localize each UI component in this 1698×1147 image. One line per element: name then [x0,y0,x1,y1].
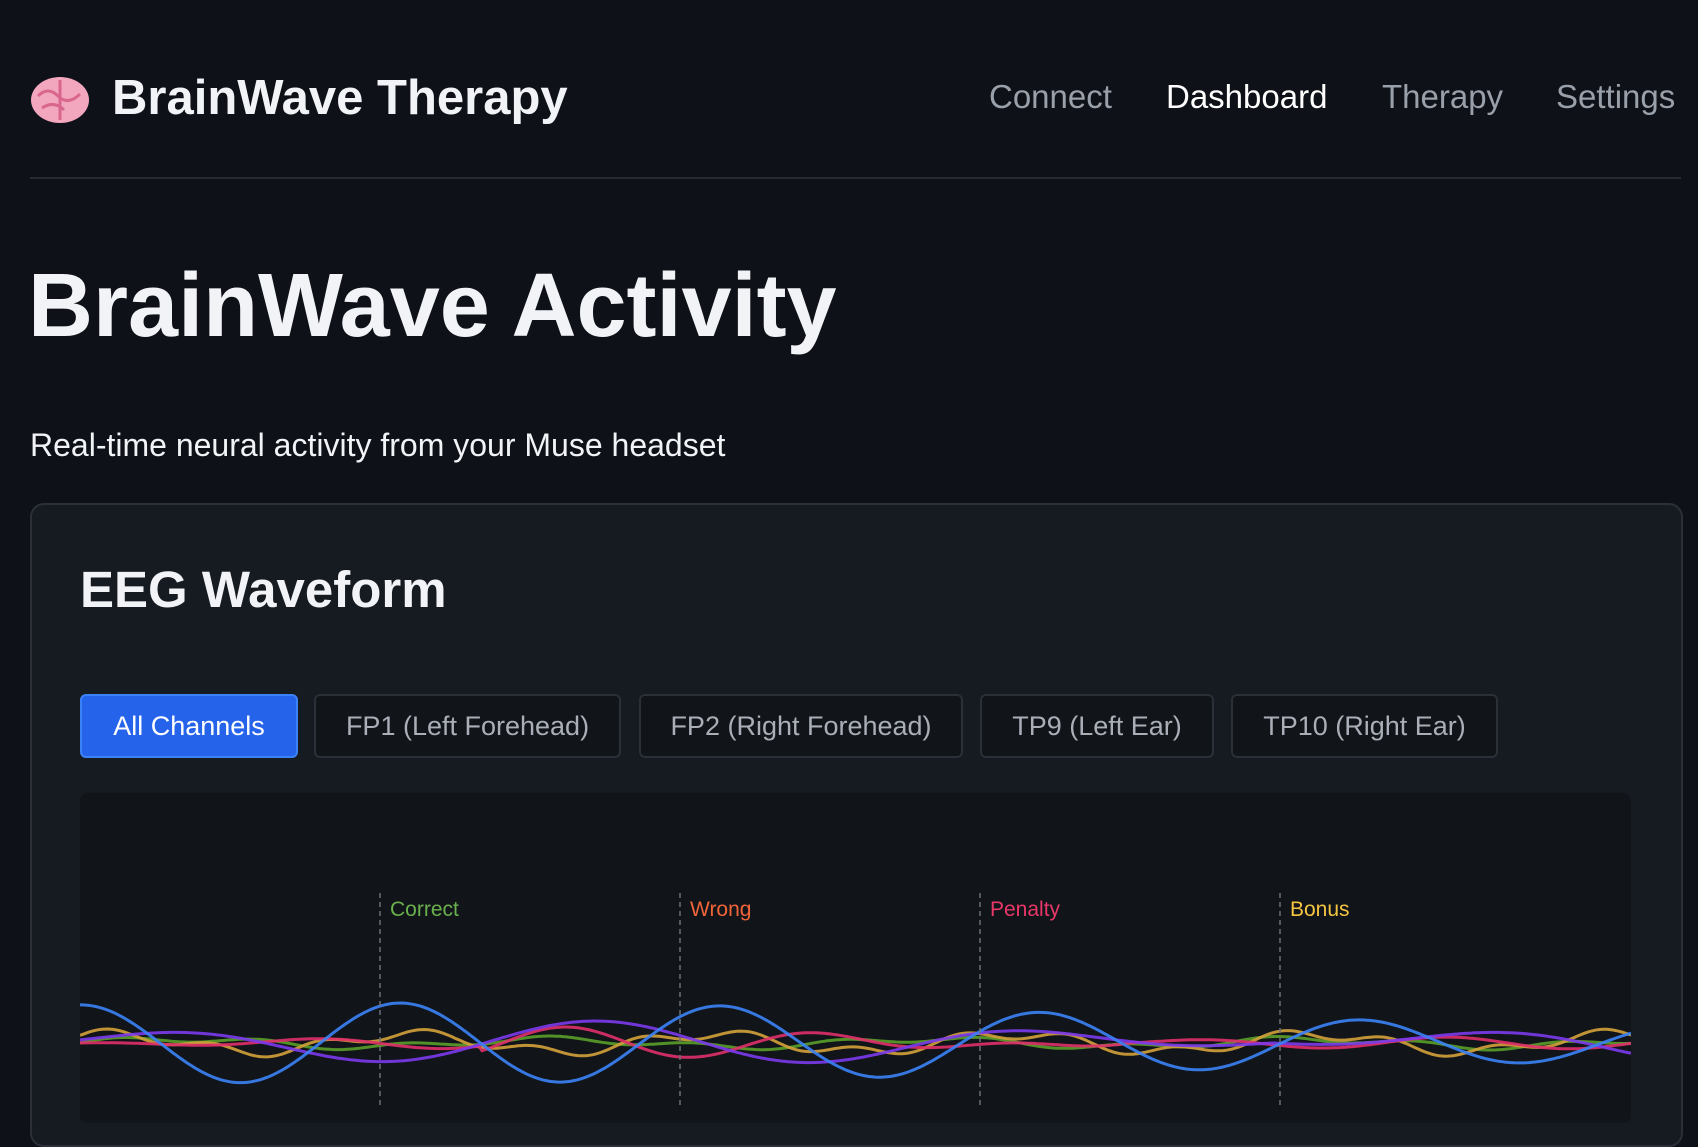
nav-link[interactable]: Dashboard [1166,78,1328,115]
event-label: Correct [390,898,459,921]
page-subtitle: Real-time neural activity from your Muse… [30,427,726,463]
waveform-line [80,1001,1631,1085]
page: BrainWave Therapy BrainWave Activity Rea… [28,71,1683,1147]
channel-tab[interactable]: FP2 (Right Forehead) [639,694,963,758]
event-label: Penalty [990,898,1061,921]
nav-link[interactable]: Settings [1556,78,1676,115]
channel-tab[interactable]: FP1 (Left Forehead) [314,694,621,758]
page-title: BrainWave Activity [28,256,837,356]
divider [30,177,1681,179]
event-label: Bonus [1290,898,1350,921]
channel-tab[interactable]: TP9 (Left Ear) [980,694,1214,758]
card-title: EEG Waveform [80,561,447,618]
waveform-line [80,1025,1631,1059]
nav-link[interactable]: Therapy [1382,78,1504,115]
event-label: Wrong [690,898,751,921]
nav-link[interactable]: Connect [989,78,1112,115]
waveform: Correct Wrong Penalty Bonus [80,893,1631,1107]
logo-icon [31,77,89,123]
channel-tab[interactable]: All Channels [80,694,298,758]
waveform-line [80,1019,1631,1065]
waveform-area [80,793,1631,1123]
channel-tab[interactable]: TP10 (Right Ear) [1231,694,1498,758]
brand[interactable]: BrainWave Therapy [112,71,568,125]
